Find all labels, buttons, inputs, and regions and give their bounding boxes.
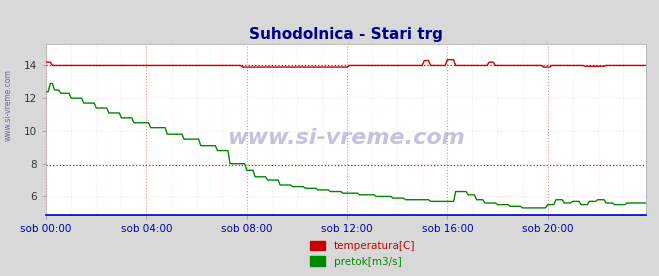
Legend: temperatura[C], pretok[m3/s]: temperatura[C], pretok[m3/s] — [306, 237, 419, 271]
Text: www.si-vreme.com: www.si-vreme.com — [3, 69, 13, 141]
Title: Suhodolnica - Stari trg: Suhodolnica - Stari trg — [249, 26, 443, 42]
Text: www.si-vreme.com: www.si-vreme.com — [227, 128, 465, 148]
